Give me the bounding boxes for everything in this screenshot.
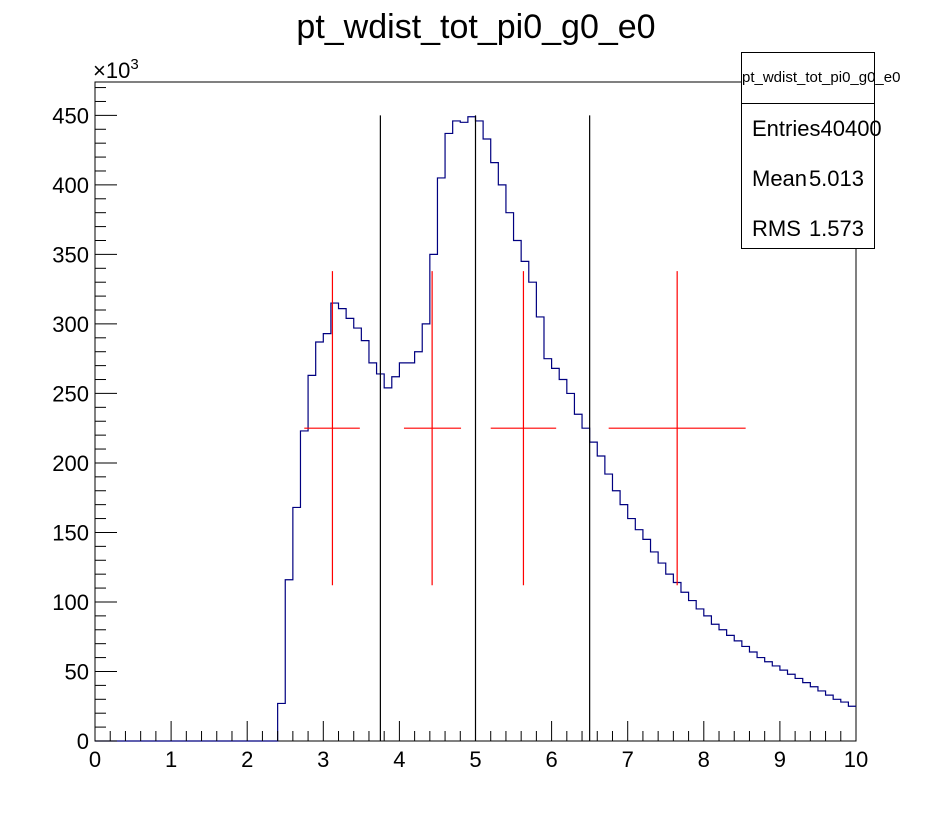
y-tick-label: 200 <box>52 451 89 476</box>
x-tick-label: 5 <box>469 747 481 772</box>
red-marker-3 <box>490 271 557 586</box>
y-tick-label: 50 <box>65 659 89 684</box>
rms-label: RMS <box>752 216 801 241</box>
x-tick-label: 6 <box>545 747 557 772</box>
y-tick-label: 250 <box>52 381 89 406</box>
mean-value: 5.013 <box>808 166 864 191</box>
stats-row-entries: Entries 40400 <box>742 104 882 154</box>
x-tick-label: 4 <box>393 747 405 772</box>
x-tick-label: 10 <box>844 747 868 772</box>
y-tick-label: 450 <box>52 103 89 128</box>
entries-value: 40400 <box>820 116 882 141</box>
x-tick-label: 0 <box>89 747 101 772</box>
red-marker-2 <box>403 271 462 586</box>
x-tick-label: 9 <box>774 747 786 772</box>
stats-box: pt_wdist_tot_pi0_g0_e0 Entries 40400 Mea… <box>741 52 900 249</box>
x-tick-label: 7 <box>622 747 634 772</box>
y-tick-label: 300 <box>52 312 89 337</box>
y-tick-label: 150 <box>52 520 89 545</box>
chart-title: pt_wdist_tot_pi0_g0_e0 <box>296 8 656 46</box>
stats-row-rms: RMS 1.573 <box>742 204 874 254</box>
entries-label: Entries <box>752 116 821 141</box>
y-tick-label: 0 <box>77 729 89 754</box>
stats-row-mean: Mean 5.013 <box>742 154 874 204</box>
mean-label: Mean <box>752 166 808 191</box>
y-tick-label: 400 <box>52 173 89 198</box>
histogram-line <box>95 116 856 742</box>
y-tick-label: 100 <box>52 590 89 615</box>
red-marker-4 <box>608 271 746 586</box>
x-tick-label: 2 <box>241 747 253 772</box>
rms-value: 1.573 <box>808 216 864 241</box>
x-tick-label: 3 <box>317 747 329 772</box>
x-tick-label: 8 <box>698 747 710 772</box>
y-exponent-label: ×103 <box>93 56 139 83</box>
x-tick-label: 1 <box>165 747 177 772</box>
y-tick-label: 350 <box>52 242 89 267</box>
red-marker-1 <box>304 271 360 586</box>
stats-title: pt_wdist_tot_pi0_g0_e0 <box>742 53 900 104</box>
